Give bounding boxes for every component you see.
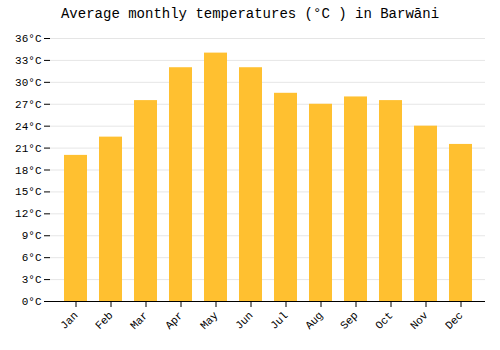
svg-text:Jul: Jul	[268, 309, 290, 331]
svg-text:Mar: Mar	[128, 309, 150, 331]
svg-text:Feb: Feb	[93, 309, 115, 331]
svg-text:May: May	[198, 309, 221, 332]
svg-text:Apr: Apr	[163, 309, 185, 331]
svg-text:15°C: 15°C	[15, 186, 42, 198]
svg-text:6°C: 6°C	[22, 252, 42, 264]
svg-text:36°C: 36°C	[15, 33, 42, 45]
svg-text:Jun: Jun	[233, 309, 255, 331]
svg-text:3°C: 3°C	[22, 274, 42, 286]
svg-text:0°C: 0°C	[22, 296, 42, 308]
svg-text:Oct: Oct	[373, 309, 395, 331]
svg-text:30°C: 30°C	[15, 77, 42, 89]
svg-text:18°C: 18°C	[15, 165, 42, 177]
svg-text:Nov: Nov	[408, 309, 431, 332]
svg-text:Sep: Sep	[338, 309, 360, 331]
svg-text:27°C: 27°C	[15, 99, 42, 111]
svg-text:21°C: 21°C	[15, 143, 42, 155]
svg-text:Jan: Jan	[58, 309, 80, 331]
svg-text:9°C: 9°C	[22, 230, 42, 242]
html-text:Average monthly temperatures (: Average monthly temperatures (°C ) in Ba…	[61, 6, 439, 22]
svg-text:24°C: 24°C	[15, 121, 42, 133]
svg-text:Dec: Dec	[443, 309, 465, 331]
svg-text:Aug: Aug	[303, 309, 325, 331]
svg-text:12°C: 12°C	[15, 208, 42, 220]
svg-text:33°C: 33°C	[15, 55, 42, 67]
